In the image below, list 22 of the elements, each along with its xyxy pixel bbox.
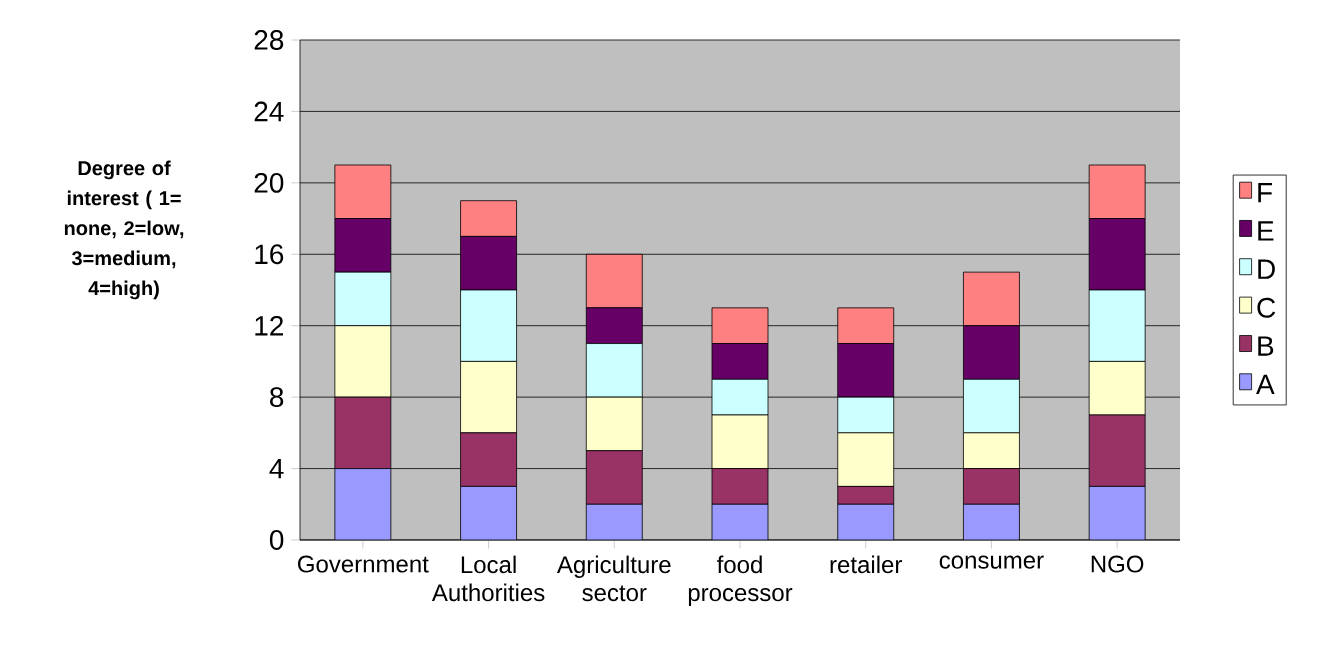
y-tick-label: 16 (255, 244, 284, 265)
x-tick-label: Government (298, 555, 429, 573)
y-tick-label: 12 (255, 315, 283, 336)
y-tick-label: 4 (269, 458, 284, 479)
y-tick-label: 28 (254, 30, 284, 50)
legend-label: E (1258, 221, 1274, 241)
y-tick-label: 20 (254, 172, 284, 193)
y-tick-label: 24 (254, 101, 284, 122)
y-axis-title: Degree of interest ( 1= none, 2=low, 3=medium, 4=high) (64, 160, 184, 300)
legend-label: A (1256, 374, 1275, 394)
x-tick-label: Local Authorities (431, 555, 545, 602)
x-tick-label: consumer (939, 555, 1044, 569)
x-tick-label: Agriculture sector (556, 555, 671, 602)
x-tick-label: retailer (830, 555, 902, 574)
x-tick-label: NGO (1091, 555, 1144, 573)
x-tick-label: food processor (688, 555, 793, 606)
y-tick-label: 0 (269, 530, 284, 550)
y-tick-label: 8 (270, 387, 284, 408)
legend-label: D (1258, 259, 1275, 279)
legend-label: B (1258, 336, 1274, 356)
legend-label: F (1258, 183, 1272, 203)
legend-label: C (1257, 297, 1276, 318)
